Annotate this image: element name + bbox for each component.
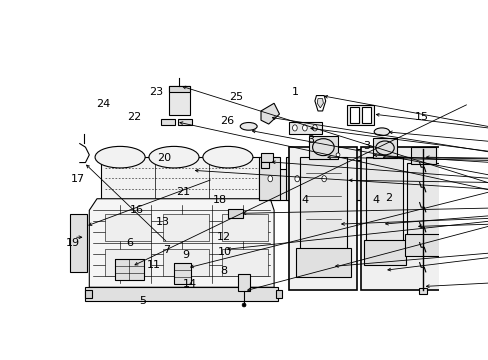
Ellipse shape — [292, 125, 297, 131]
Bar — [168, 86, 190, 115]
Text: 21: 21 — [176, 186, 190, 197]
Text: 10: 10 — [218, 247, 231, 257]
Bar — [364, 240, 405, 265]
Text: 4: 4 — [301, 195, 308, 205]
PathPatch shape — [89, 199, 274, 287]
Text: 19: 19 — [66, 238, 80, 248]
Text: 20: 20 — [157, 153, 171, 163]
Text: 1: 1 — [291, 87, 298, 97]
Bar — [221, 214, 267, 241]
Ellipse shape — [95, 147, 145, 168]
Bar — [104, 214, 151, 241]
Text: 3: 3 — [363, 141, 369, 151]
Ellipse shape — [312, 125, 317, 131]
Bar — [299, 157, 346, 249]
Text: 4: 4 — [371, 195, 378, 205]
Bar — [346, 105, 373, 125]
Bar — [70, 214, 87, 272]
Bar — [407, 163, 439, 236]
Ellipse shape — [203, 147, 252, 168]
Ellipse shape — [373, 128, 389, 136]
Bar — [221, 249, 267, 276]
Ellipse shape — [321, 176, 326, 182]
Bar — [295, 248, 350, 277]
Bar — [345, 149, 368, 160]
Text: 6: 6 — [125, 238, 133, 248]
Text: 13: 13 — [156, 217, 170, 227]
Text: 18: 18 — [212, 195, 226, 205]
Bar — [372, 138, 396, 158]
Bar — [227, 209, 243, 218]
Bar — [163, 214, 209, 241]
Text: 17: 17 — [70, 174, 84, 184]
Text: 25: 25 — [229, 92, 243, 102]
Bar — [178, 119, 191, 125]
PathPatch shape — [317, 99, 323, 108]
Bar — [404, 234, 441, 256]
Bar — [289, 122, 321, 134]
Bar — [410, 147, 435, 164]
Text: 23: 23 — [148, 87, 163, 97]
Text: 7: 7 — [163, 245, 170, 255]
Bar — [85, 291, 91, 298]
Text: 2: 2 — [385, 193, 392, 203]
Bar — [289, 147, 357, 289]
Text: 11: 11 — [146, 260, 160, 270]
Ellipse shape — [267, 176, 272, 182]
Text: 15: 15 — [414, 112, 428, 122]
Bar — [285, 157, 306, 199]
Text: 22: 22 — [127, 112, 142, 122]
Ellipse shape — [302, 125, 306, 131]
Bar — [101, 157, 262, 199]
Bar — [339, 157, 360, 199]
Ellipse shape — [242, 303, 245, 307]
Bar — [349, 107, 358, 122]
Bar — [367, 210, 387, 235]
Bar — [115, 259, 143, 280]
Bar — [360, 147, 447, 289]
Ellipse shape — [335, 153, 339, 157]
Text: 3: 3 — [307, 135, 314, 145]
Bar — [261, 153, 273, 162]
Ellipse shape — [375, 141, 393, 155]
Ellipse shape — [240, 122, 257, 130]
Bar — [369, 241, 386, 275]
Text: 14: 14 — [183, 279, 197, 289]
Text: 9: 9 — [182, 250, 189, 260]
Bar — [275, 291, 281, 298]
Bar — [418, 288, 426, 294]
Bar — [104, 249, 151, 276]
Bar — [312, 157, 333, 199]
Bar — [261, 162, 268, 168]
Bar — [174, 263, 190, 284]
Bar — [168, 86, 190, 92]
Bar — [346, 151, 353, 159]
PathPatch shape — [261, 103, 279, 124]
Bar — [308, 136, 337, 159]
Text: 8: 8 — [220, 266, 226, 275]
Bar — [361, 107, 370, 122]
Bar — [366, 157, 403, 242]
Bar — [163, 249, 209, 276]
Bar — [258, 157, 280, 199]
Ellipse shape — [149, 147, 199, 168]
Text: 12: 12 — [216, 232, 230, 242]
Text: 5: 5 — [139, 296, 146, 306]
Bar — [258, 169, 366, 199]
Ellipse shape — [294, 176, 299, 182]
Text: 26: 26 — [220, 116, 234, 126]
Text: 16: 16 — [130, 204, 143, 215]
Bar — [238, 274, 250, 291]
Bar — [85, 287, 277, 301]
Bar — [366, 209, 389, 256]
Ellipse shape — [312, 139, 333, 156]
Bar — [368, 239, 388, 276]
Bar — [161, 119, 174, 125]
Text: 24: 24 — [96, 99, 110, 109]
PathPatch shape — [314, 95, 325, 111]
